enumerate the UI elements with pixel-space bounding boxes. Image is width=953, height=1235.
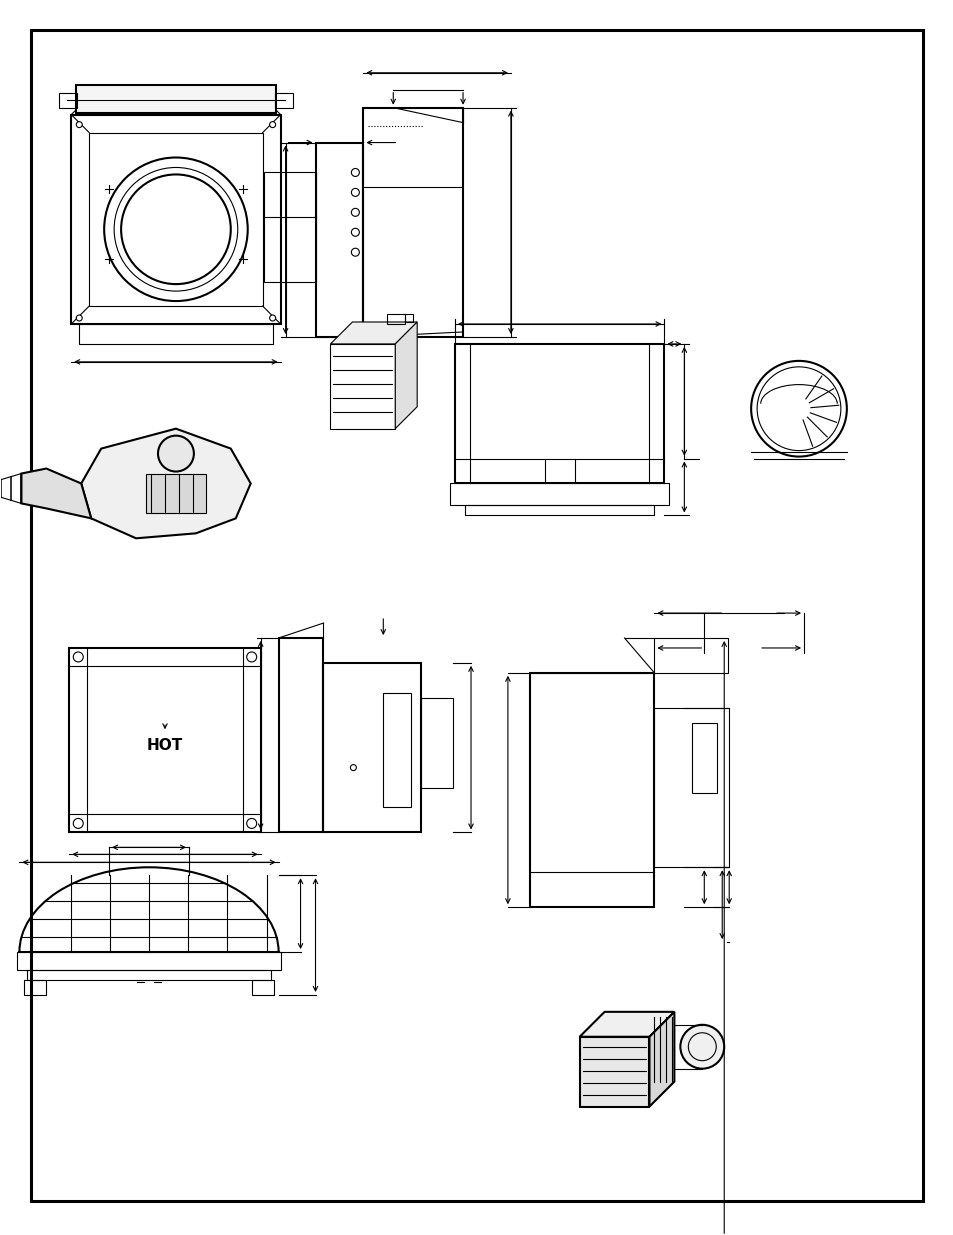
Bar bbox=[274, 93, 293, 107]
Bar bbox=[654, 638, 727, 673]
Bar bbox=[28, 969, 271, 979]
Bar bbox=[76, 85, 275, 112]
Bar bbox=[79, 324, 273, 343]
Bar bbox=[692, 722, 717, 793]
Bar bbox=[71, 115, 280, 324]
Polygon shape bbox=[21, 468, 91, 519]
Polygon shape bbox=[579, 1011, 674, 1036]
Bar bbox=[529, 673, 654, 908]
Bar bbox=[17, 952, 280, 969]
Polygon shape bbox=[146, 473, 206, 514]
Bar bbox=[363, 107, 462, 337]
Bar bbox=[25, 979, 47, 995]
Bar bbox=[278, 638, 323, 832]
Circle shape bbox=[76, 315, 82, 321]
Circle shape bbox=[270, 315, 275, 321]
Polygon shape bbox=[81, 429, 251, 538]
Circle shape bbox=[158, 436, 193, 472]
Polygon shape bbox=[579, 1036, 649, 1107]
Bar bbox=[252, 979, 274, 995]
Bar bbox=[59, 93, 77, 107]
Polygon shape bbox=[330, 322, 416, 343]
Bar bbox=[387, 314, 405, 324]
Bar bbox=[70, 648, 260, 832]
Bar bbox=[455, 343, 663, 483]
Bar bbox=[464, 505, 654, 515]
Bar bbox=[383, 693, 411, 808]
Polygon shape bbox=[395, 322, 416, 429]
Circle shape bbox=[270, 121, 275, 127]
Bar bbox=[263, 173, 315, 282]
Bar bbox=[405, 314, 413, 322]
Bar bbox=[450, 483, 669, 505]
Bar bbox=[654, 708, 728, 867]
Bar bbox=[420, 698, 453, 788]
Text: HOT: HOT bbox=[147, 737, 183, 752]
Polygon shape bbox=[649, 1011, 674, 1107]
Bar bbox=[315, 142, 363, 337]
Circle shape bbox=[679, 1025, 723, 1068]
Bar bbox=[90, 132, 262, 306]
Circle shape bbox=[76, 121, 82, 127]
Bar bbox=[330, 343, 395, 429]
Bar bbox=[323, 663, 420, 832]
